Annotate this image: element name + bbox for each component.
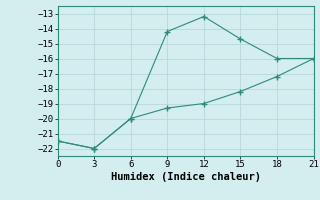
X-axis label: Humidex (Indice chaleur): Humidex (Indice chaleur) <box>111 172 260 182</box>
